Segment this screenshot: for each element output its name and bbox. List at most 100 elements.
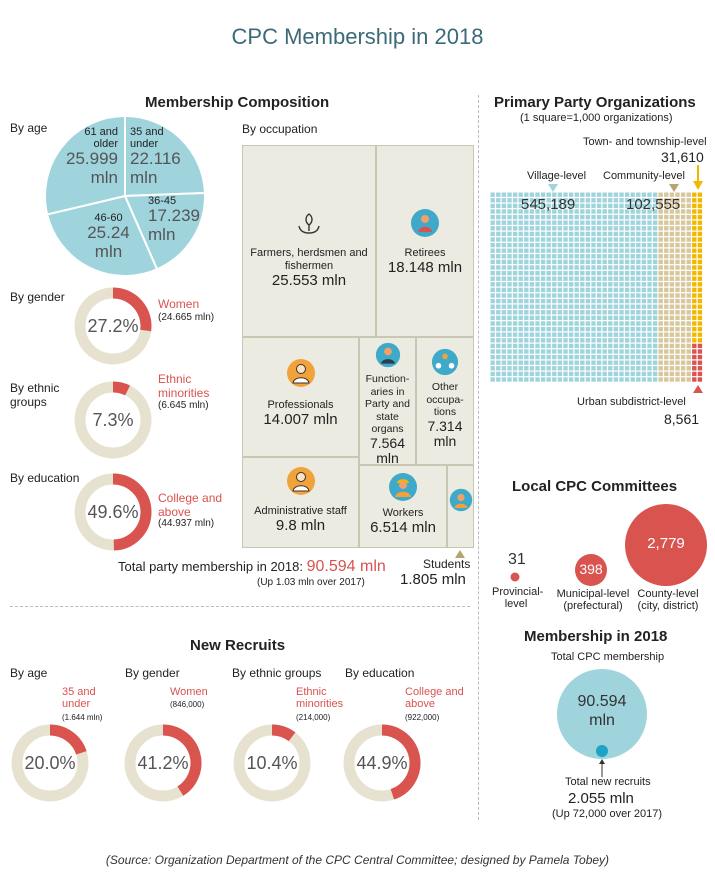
waffle-cell-village <box>540 220 546 225</box>
waffle-cell-village <box>641 198 647 203</box>
waffle-cell-village <box>529 338 535 343</box>
waffle-cell-town <box>692 254 697 259</box>
waffle-cell-village <box>518 214 523 220</box>
waffle-cell-village <box>501 360 507 365</box>
waffle-cell-village <box>624 371 630 377</box>
waffle-cell-village <box>591 343 596 349</box>
waffle-cell-village <box>641 315 647 321</box>
waffle-cell-village <box>574 270 579 276</box>
waffle-cell-village <box>647 377 652 382</box>
waffle-cell-village <box>596 343 602 349</box>
waffle-cell-town <box>697 315 703 321</box>
waffle-cell-town <box>697 248 703 253</box>
waffle-cell-village <box>512 349 518 354</box>
waffle-cell-village <box>591 237 596 242</box>
waffle-cell-community <box>686 310 691 315</box>
waffle-cell-community <box>664 198 669 203</box>
waffle-cell-village <box>619 270 624 276</box>
waffle-cell-village <box>524 293 529 298</box>
waffle-cell-village <box>568 265 574 270</box>
waffle-cell-village <box>613 254 619 259</box>
waffle-cell-community <box>664 254 669 259</box>
waffle-cell-village <box>540 237 546 242</box>
waffle-cell-village <box>596 276 602 281</box>
waffle-cell-community <box>669 265 675 270</box>
waffle-cell-village <box>568 242 574 248</box>
waffle-cell-village <box>512 259 518 265</box>
waffle-cell-village <box>535 254 540 259</box>
waffle-cell-village <box>490 270 495 276</box>
waffle-cell-village <box>512 276 518 281</box>
waffle-cell-community <box>669 259 675 265</box>
waffle-cell-village <box>512 270 518 276</box>
waffle-cell-village <box>585 242 591 248</box>
waffle-cell-village <box>641 231 647 237</box>
waffle-cell-village <box>574 321 579 326</box>
occupation-label: By occupation <box>242 122 318 136</box>
waffle-cell-village <box>512 248 518 253</box>
waffle-cell-community <box>658 349 663 354</box>
occupation-value: 18.148 mln <box>387 259 463 277</box>
waffle-cell-village <box>574 259 579 265</box>
gender-name: Women <box>158 297 200 311</box>
waffle-cell-village <box>501 259 507 265</box>
waffle-cell-village <box>518 226 523 231</box>
waffle-cell-village <box>568 310 574 315</box>
waffle-cell-community <box>664 282 669 287</box>
waffle-cell-community <box>658 371 663 377</box>
waffle-cell-village <box>518 366 523 371</box>
waffle-cell-village <box>585 192 591 197</box>
waffle-cell-village <box>602 321 607 326</box>
age-slice-61-older-text: 61 and older 25.999 mln <box>62 126 118 188</box>
waffle-cell-community <box>658 265 663 270</box>
waffle-cell-town <box>697 220 703 225</box>
waffle-cell-village <box>540 293 546 298</box>
waffle-cell-village <box>636 282 641 287</box>
waffle-cell-village <box>580 287 585 293</box>
waffle-cell-village <box>580 326 585 332</box>
waffle-cell-village <box>518 242 523 248</box>
waffle-cell-village <box>529 237 535 242</box>
waffle-cell-village <box>557 248 563 253</box>
occupation-farmers: Farmers, herdsmen and fishermen 25.553 m… <box>242 145 376 337</box>
waffle-cell-village <box>591 226 596 231</box>
waffle-cell-village <box>535 226 540 231</box>
waffle-cell-village <box>563 321 568 326</box>
waffle-cell-village <box>496 371 501 377</box>
waffle-cell-village <box>501 192 507 197</box>
waffle-cell-village <box>546 349 551 354</box>
waffle-cell-village <box>535 298 540 304</box>
waffle-cell-village <box>540 321 546 326</box>
waffle-cell-village <box>641 310 647 315</box>
waffle-cell-community <box>658 298 663 304</box>
waffle-cell-village <box>563 203 568 209</box>
waffle-cell-village <box>574 287 579 293</box>
waffle-cell-village <box>535 265 540 270</box>
waffle-cell-village <box>568 276 574 281</box>
waffle-cell-village <box>630 304 635 309</box>
waffle-cell-village <box>563 293 568 298</box>
waffle-cell-village <box>540 248 546 253</box>
waffle-cell-village <box>507 209 512 214</box>
waffle-cell-community <box>686 259 691 265</box>
waffle-cell-village <box>647 265 652 270</box>
waffle-cell-village <box>596 192 602 197</box>
waffle-cell-village <box>568 214 574 220</box>
waffle-cell-village <box>647 198 652 203</box>
waffle-cell-village <box>540 214 546 220</box>
waffle-cell-village <box>540 192 546 197</box>
waffle-cell-village <box>652 214 658 220</box>
waffle-cell-village <box>557 214 563 220</box>
waffle-cell-village <box>641 343 647 349</box>
waffle-cell-village <box>496 338 501 343</box>
waffle-cell-town <box>692 192 697 197</box>
waffle-cell-village <box>501 242 507 248</box>
occupation-value: 7.564 mln <box>369 434 406 467</box>
municipal-bubble <box>575 554 607 586</box>
waffle-cell-village <box>630 198 635 203</box>
waffle-cell-village <box>496 326 501 332</box>
waffle-cell-village <box>563 231 568 237</box>
waffle-cell-village <box>552 248 557 253</box>
municipal-value: 398 <box>579 561 603 577</box>
waffle-cell-village <box>501 220 507 225</box>
